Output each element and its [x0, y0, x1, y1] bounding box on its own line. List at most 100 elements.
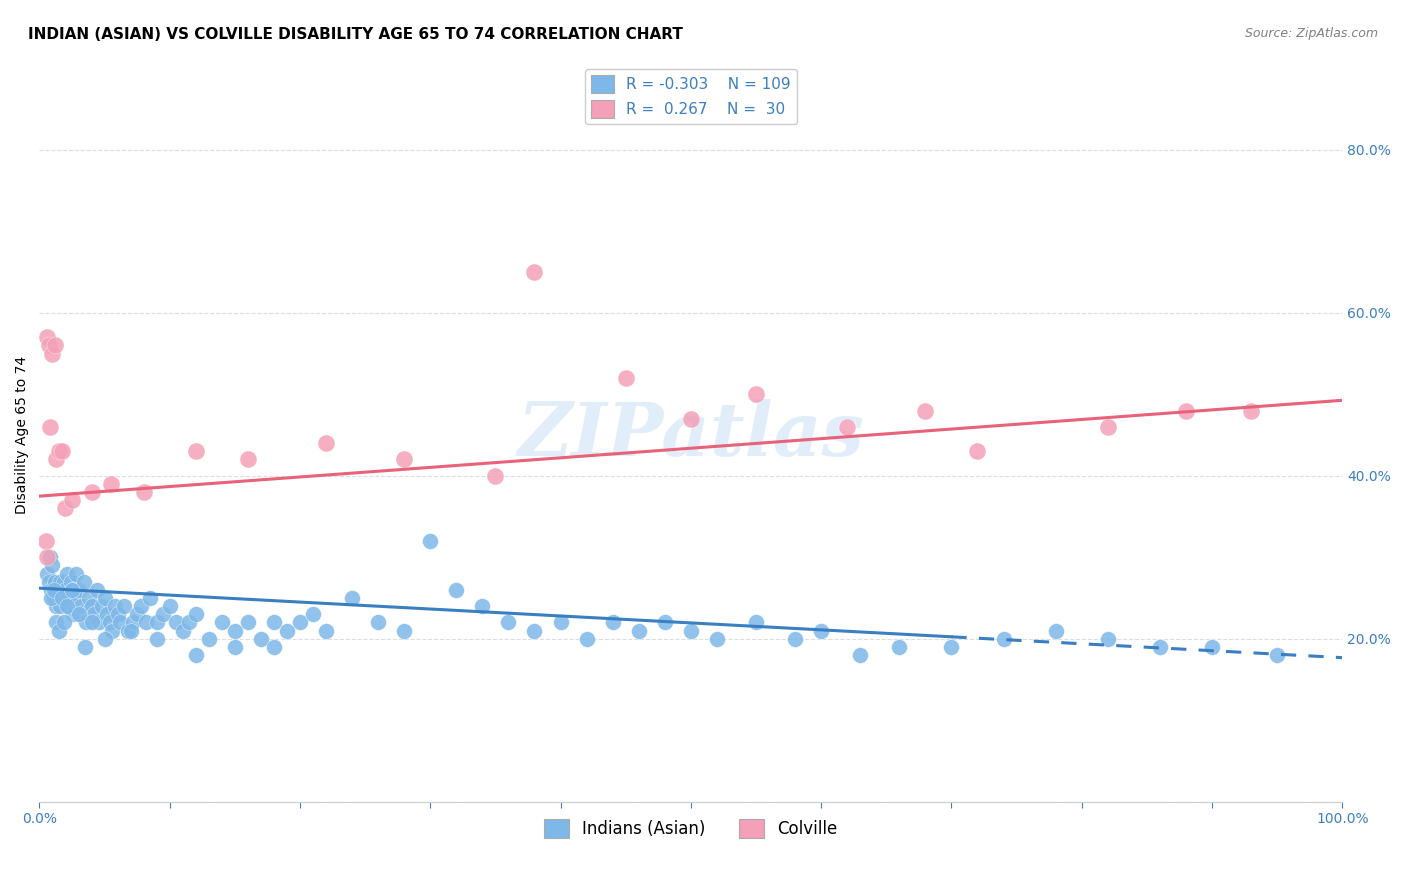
Point: [49, 599, 72, 613]
Point: [93, 591, 115, 605]
Point: [38, 420, 60, 434]
Point: [80, 485, 103, 500]
Point: [55, 501, 77, 516]
Point: [392, 624, 415, 638]
Point: [139, 591, 162, 605]
Point: [98, 615, 121, 630]
Point: [86, 582, 108, 597]
Point: [172, 624, 194, 638]
Point: [46, 582, 69, 597]
Point: [179, 615, 201, 630]
Point: [211, 615, 233, 630]
Point: [63, 591, 86, 605]
Point: [419, 533, 441, 548]
Point: [236, 615, 259, 630]
Point: [550, 615, 572, 630]
Point: [96, 607, 118, 622]
Point: [745, 387, 768, 401]
Point: [1174, 403, 1197, 417]
Point: [117, 624, 139, 638]
Point: [65, 566, 87, 581]
Point: [165, 615, 187, 630]
Point: [1045, 624, 1067, 638]
Point: [706, 632, 728, 646]
Point: [224, 624, 246, 638]
Point: [263, 615, 285, 630]
Point: [614, 371, 637, 385]
Y-axis label: Disability Age 65 to 74: Disability Age 65 to 74: [15, 356, 30, 514]
Point: [941, 640, 963, 654]
Point: [83, 607, 105, 622]
Point: [62, 607, 84, 622]
Point: [184, 607, 207, 622]
Point: [679, 624, 702, 638]
Point: [1097, 420, 1119, 434]
Text: Source: ZipAtlas.com: Source: ZipAtlas.com: [1244, 27, 1378, 40]
Point: [966, 444, 988, 458]
Point: [602, 615, 624, 630]
Point: [45, 452, 67, 467]
Point: [51, 444, 73, 458]
Point: [48, 591, 70, 605]
Point: [112, 599, 135, 613]
Point: [67, 582, 90, 597]
Point: [48, 624, 70, 638]
Text: ZIPatlas: ZIPatlas: [517, 399, 865, 471]
Point: [89, 615, 111, 630]
Point: [627, 624, 650, 638]
Point: [42, 591, 65, 605]
Point: [145, 615, 167, 630]
Point: [51, 582, 73, 597]
Point: [80, 599, 103, 613]
Point: [315, 436, 337, 450]
Point: [263, 640, 285, 654]
Point: [523, 265, 546, 279]
Point: [39, 582, 62, 597]
Point: [471, 599, 494, 613]
Point: [745, 615, 768, 630]
Point: [392, 452, 415, 467]
Point: [91, 599, 114, 613]
Point: [104, 599, 127, 613]
Point: [53, 574, 76, 589]
Point: [276, 624, 298, 638]
Point: [45, 615, 67, 630]
Point: [49, 574, 72, 589]
Point: [44, 574, 66, 589]
Point: [55, 566, 77, 581]
Point: [498, 615, 520, 630]
Point: [1201, 640, 1223, 654]
Point: [315, 624, 337, 638]
Point: [52, 591, 75, 605]
Point: [184, 444, 207, 458]
Point: [37, 330, 59, 344]
Point: [1240, 403, 1263, 417]
Point: [127, 607, 149, 622]
Point: [37, 566, 59, 581]
Point: [70, 599, 93, 613]
Point: [41, 558, 63, 573]
Point: [53, 615, 76, 630]
Point: [250, 632, 273, 646]
Point: [152, 607, 174, 622]
Point: [446, 582, 468, 597]
Point: [654, 615, 676, 630]
Point: [484, 468, 506, 483]
Point: [1097, 632, 1119, 646]
Point: [135, 615, 157, 630]
Point: [197, 632, 219, 646]
Point: [35, 533, 58, 548]
Point: [55, 582, 77, 597]
Point: [55, 599, 77, 613]
Point: [159, 599, 181, 613]
Point: [45, 599, 67, 613]
Point: [132, 485, 155, 500]
Point: [38, 574, 60, 589]
Point: [837, 420, 859, 434]
Point: [367, 615, 389, 630]
Legend: Indians (Asian), Colville: Indians (Asian), Colville: [537, 812, 845, 845]
Point: [1265, 648, 1288, 662]
Point: [783, 632, 806, 646]
Text: INDIAN (ASIAN) VS COLVILLE DISABILITY AGE 65 TO 74 CORRELATION CHART: INDIAN (ASIAN) VS COLVILLE DISABILITY AG…: [28, 27, 683, 42]
Point: [60, 582, 83, 597]
